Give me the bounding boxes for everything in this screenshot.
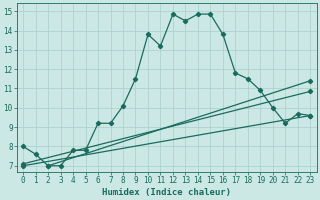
X-axis label: Humidex (Indice chaleur): Humidex (Indice chaleur)	[102, 188, 231, 197]
